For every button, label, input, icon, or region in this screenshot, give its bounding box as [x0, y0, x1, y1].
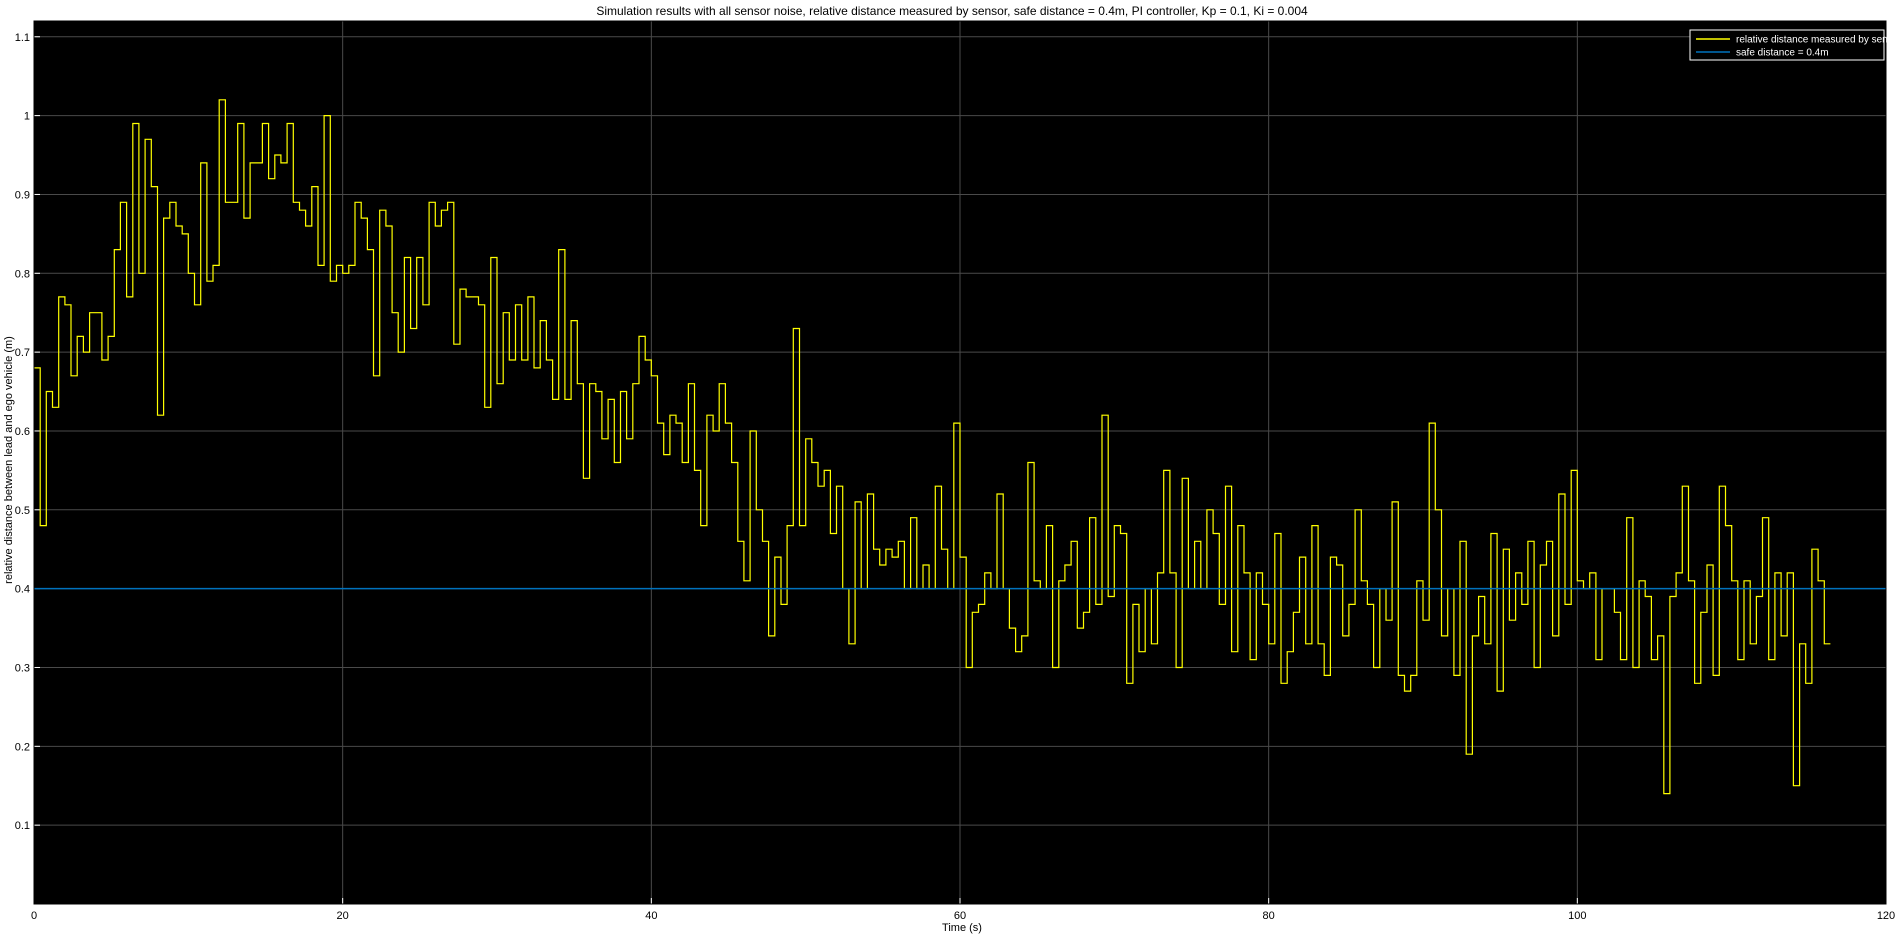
x-tick-label: 80 — [1263, 910, 1275, 922]
x-tick-label: 40 — [645, 910, 657, 922]
x-tick-label: 20 — [337, 910, 349, 922]
y-tick-label: 0.9 — [15, 189, 30, 201]
y-tick-label: 0.6 — [15, 426, 30, 438]
y-tick-label: 0.2 — [15, 741, 30, 753]
y-tick-label: 0.1 — [15, 820, 30, 832]
y-tick-label: 0.4 — [15, 584, 30, 596]
legend-entry-label: relative distance measured by sensor — [1736, 35, 1902, 46]
legend-entry-label: safe distance = 0.4m — [1736, 48, 1829, 59]
y-axis-label: relative distance between lead and ego v… — [3, 336, 15, 584]
x-tick-label: 0 — [31, 910, 37, 922]
plot-border — [33, 20, 1887, 905]
tick-labels: 0 20 40 60 80 100 120 0.1 0.2 0.3 0.4 0.5 0.6 0.7 0.8 0… — [15, 32, 1895, 922]
legend: relative distance measured by sensor safe… — [1689, 29, 1902, 61]
legend-box — [1689, 29, 1885, 61]
y-tick-label: 0.3 — [15, 662, 30, 674]
y-tick-label: 0.5 — [15, 505, 30, 517]
x-tick-label: 120 — [1877, 910, 1895, 922]
x-tick-label: 60 — [954, 910, 966, 922]
y-tick-label: 0.7 — [15, 347, 30, 359]
y-tick-label: 1.1 — [15, 32, 30, 44]
y-tick-label: 1 — [24, 111, 30, 123]
y-tick-label: 0.8 — [15, 268, 30, 280]
x-tick-label: 100 — [1568, 910, 1586, 922]
series-line-1 — [34, 99, 1831, 795]
x-axis-label: Time (s) — [942, 922, 982, 934]
chart-title: Simulation results with all sensor noise… — [596, 4, 1308, 18]
series-group — [34, 99, 1886, 795]
